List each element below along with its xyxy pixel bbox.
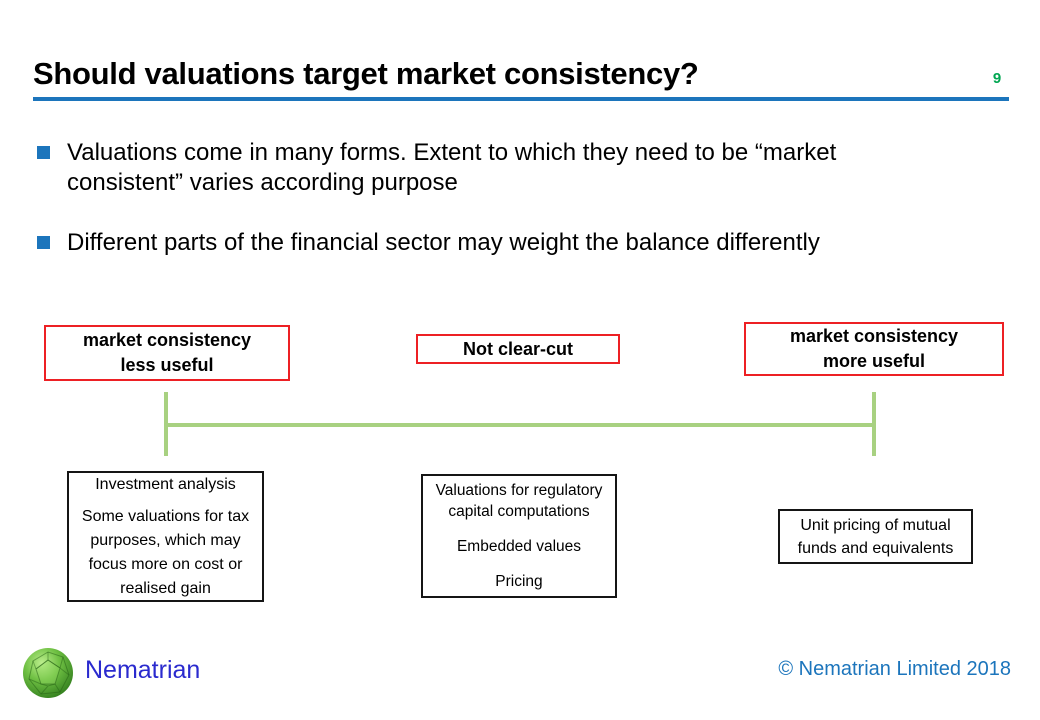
brand-name: Nematrian [85, 656, 201, 684]
label-line: more useful [822, 351, 926, 371]
note-box-regulatory: Valuations for regulatory capital comput… [421, 474, 617, 598]
spectrum-axis-line [166, 423, 875, 427]
bullet-square-icon [37, 236, 50, 249]
note-paragraph: Unit pricing of mutual funds and equival… [797, 516, 954, 557]
note-paragraph: Some valuations for tax purposes, which … [81, 507, 250, 597]
bullet-item-1: Valuations come in many forms. Extent to… [37, 138, 942, 198]
note-box-unit-pricing: Unit pricing of mutual funds and equival… [778, 509, 973, 564]
page-number: 9 [992, 70, 1002, 87]
label-line: market consistency [789, 326, 959, 346]
label-box-not-clear-cut: Not clear-cut [416, 334, 620, 364]
note-paragraph: Embedded values [456, 538, 582, 555]
label-box-less-useful: market consistency less useful [44, 325, 290, 381]
spectrum-axis-right-tick [872, 392, 876, 456]
bullet-square-icon [37, 146, 50, 159]
bullet-text: Valuations come in many forms. Extent to… [67, 139, 837, 196]
nematrian-logo-icon [23, 648, 73, 698]
label-line: Not clear-cut [462, 338, 574, 359]
title-underline-rule [33, 97, 1009, 101]
bullet-text: Different parts of the financial sector … [67, 229, 820, 256]
note-paragraph: Pricing [495, 573, 543, 590]
copyright-text: © Nematrian Limited 2018 [778, 658, 1011, 680]
bullet-item-2: Different parts of the financial sector … [37, 228, 997, 258]
label-box-more-useful: market consistency more useful [744, 322, 1004, 376]
page-title: Should valuations target market consiste… [33, 56, 699, 91]
label-line: market consistency [82, 330, 252, 350]
note-box-investment-analysis: Investment analysis Some valuations for … [67, 471, 264, 602]
label-line: less useful [120, 355, 214, 375]
note-paragraph: Valuations for regulatory capital comput… [435, 482, 603, 520]
note-paragraph: Investment analysis [95, 475, 236, 493]
